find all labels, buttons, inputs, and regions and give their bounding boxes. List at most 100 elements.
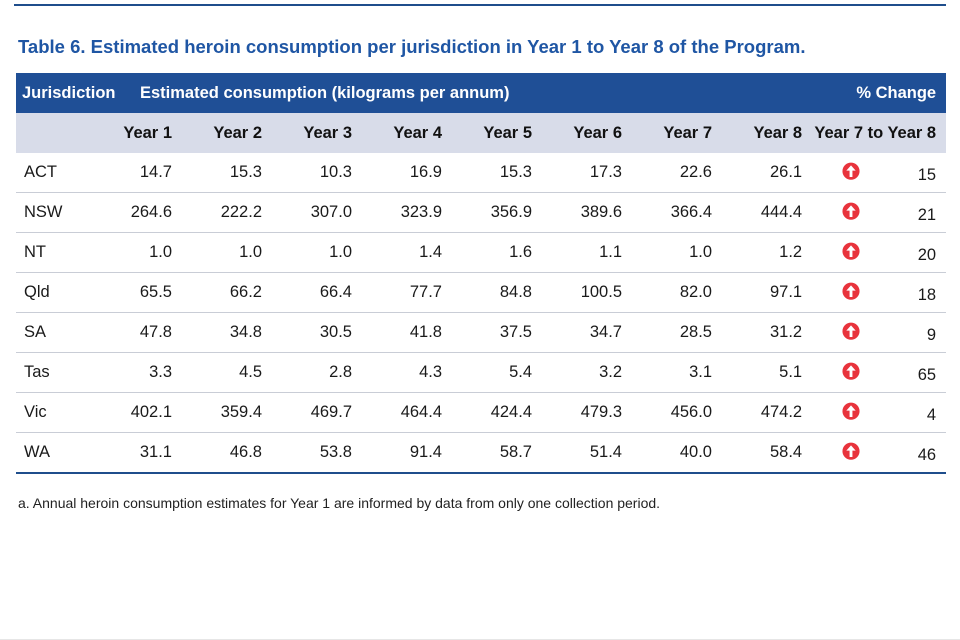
change-value: 46	[917, 446, 937, 464]
change-cell: 4	[808, 392, 947, 433]
value-cell: 1.0	[628, 232, 718, 273]
jurisdiction-cell: WA	[16, 432, 88, 474]
jurisdiction-cell: NSW	[16, 192, 88, 233]
table-row: Qld 65.5 66.2 66.4 77.7 84.8 100.5 82.0 97.1 18	[16, 272, 947, 313]
subheader-year: Year 5	[448, 113, 538, 153]
value-cell: 65.5	[88, 272, 178, 313]
value-cell: 58.4	[718, 432, 809, 474]
subheader-year: Year 6	[538, 113, 628, 153]
value-cell: 34.7	[538, 312, 628, 353]
header-jurisdiction: Jurisdiction	[16, 73, 116, 113]
change-value: 9	[926, 326, 937, 344]
footnote: a. Annual heroin consumption estimates f…	[18, 495, 661, 511]
up-arrow-icon	[842, 362, 860, 380]
value-cell: 469.7	[268, 392, 358, 433]
value-cell: 37.5	[448, 312, 538, 353]
change-value: 65	[917, 366, 937, 384]
subheader-year: Year 8	[718, 113, 809, 153]
value-cell: 1.1	[538, 232, 628, 273]
value-cell: 3.3	[88, 352, 178, 393]
value-cell: 82.0	[628, 272, 718, 313]
subheader-year: Year 3	[268, 113, 358, 153]
up-arrow-icon	[842, 242, 860, 260]
value-cell: 456.0	[628, 392, 718, 433]
value-cell: 40.0	[628, 432, 718, 474]
value-cell: 31.2	[718, 312, 809, 353]
value-cell: 474.2	[718, 392, 809, 433]
jurisdiction-cell: Qld	[16, 272, 88, 313]
value-cell: 53.8	[268, 432, 358, 474]
change-cell: 21	[808, 192, 947, 233]
value-cell: 5.1	[718, 352, 809, 393]
change-value: 15	[917, 166, 937, 184]
header-row: Jurisdiction Estimated consumption (kilo…	[16, 73, 947, 113]
change-cell: 46	[808, 432, 947, 474]
value-cell: 26.1	[718, 153, 809, 193]
value-cell: 17.3	[538, 153, 628, 193]
value-cell: 356.9	[448, 192, 538, 233]
value-cell: 10.3	[268, 153, 358, 193]
table-title: Table 6. Estimated heroin consumption pe…	[18, 36, 806, 57]
value-cell: 47.8	[88, 312, 178, 353]
table-body: ACT 14.7 15.3 10.3 16.9 15.3 17.3 22.6 26.1 15 NSW…	[16, 153, 947, 474]
header-percent-change: % Change	[808, 73, 947, 113]
value-cell: 1.6	[448, 232, 538, 273]
value-cell: 30.5	[268, 312, 358, 353]
up-arrow-icon	[842, 402, 860, 420]
value-cell: 1.0	[178, 232, 268, 273]
jurisdiction-cell: ACT	[16, 153, 88, 193]
value-cell: 359.4	[178, 392, 268, 433]
jurisdiction-cell: SA	[16, 312, 88, 353]
table-row: Tas 3.3 4.5 2.8 4.3 5.4 3.2 3.1 5.1 65	[16, 352, 947, 393]
table-row: WA 31.1 46.8 53.8 91.4 58.7 51.4 40.0 58.4 46	[16, 432, 947, 474]
value-cell: 77.7	[358, 272, 448, 313]
value-cell: 91.4	[358, 432, 448, 474]
value-cell: 22.6	[628, 153, 718, 193]
value-cell: 41.8	[358, 312, 448, 353]
value-cell: 97.1	[718, 272, 809, 313]
up-arrow-icon	[842, 162, 860, 180]
subheader-row: Year 1 Year 2 Year 3 Year 4 Year 5 Year …	[16, 113, 947, 153]
value-cell: 307.0	[268, 192, 358, 233]
value-cell: 366.4	[628, 192, 718, 233]
jurisdiction-cell: Tas	[16, 352, 88, 393]
change-value: 20	[917, 246, 937, 264]
value-cell: 402.1	[88, 392, 178, 433]
value-cell: 15.3	[448, 153, 538, 193]
value-cell: 3.1	[628, 352, 718, 393]
table-row: Vic 402.1 359.4 469.7 464.4 424.4 479.3 456.0 47…	[16, 392, 947, 433]
subheader-blank	[16, 113, 88, 153]
up-arrow-icon	[842, 202, 860, 220]
up-arrow-icon	[842, 322, 860, 340]
top-rule	[14, 4, 946, 6]
subheader-year: Year 4	[358, 113, 448, 153]
jurisdiction-cell: Vic	[16, 392, 88, 433]
up-arrow-icon	[842, 442, 860, 460]
value-cell: 66.4	[268, 272, 358, 313]
table-row: ACT 14.7 15.3 10.3 16.9 15.3 17.3 22.6 26.1 15	[16, 153, 947, 193]
value-cell: 222.2	[178, 192, 268, 233]
value-cell: 84.8	[448, 272, 538, 313]
value-cell: 1.0	[88, 232, 178, 273]
table-row: SA 47.8 34.8 30.5 41.8 37.5 34.7 28.5 31.2 9	[16, 312, 947, 353]
change-cell: 65	[808, 352, 947, 393]
change-cell: 9	[808, 312, 947, 353]
table-row: NSW 264.6 222.2 307.0 323.9 356.9 389.6 366.4 44…	[16, 192, 947, 233]
value-cell: 444.4	[718, 192, 809, 233]
value-cell: 51.4	[538, 432, 628, 474]
subheader-year: Year 1	[88, 113, 178, 153]
value-cell: 66.2	[178, 272, 268, 313]
value-cell: 1.2	[718, 232, 809, 273]
value-cell: 100.5	[538, 272, 628, 313]
change-value: 4	[926, 406, 937, 424]
value-cell: 4.5	[178, 352, 268, 393]
change-value: 18	[917, 286, 937, 304]
subheader-year: Year 7	[628, 113, 718, 153]
consumption-table: Jurisdiction Estimated consumption (kilo…	[16, 73, 947, 474]
value-cell: 479.3	[538, 392, 628, 433]
value-cell: 34.8	[178, 312, 268, 353]
value-cell: 31.1	[88, 432, 178, 474]
value-cell: 424.4	[448, 392, 538, 433]
value-cell: 15.3	[178, 153, 268, 193]
value-cell: 4.3	[358, 352, 448, 393]
